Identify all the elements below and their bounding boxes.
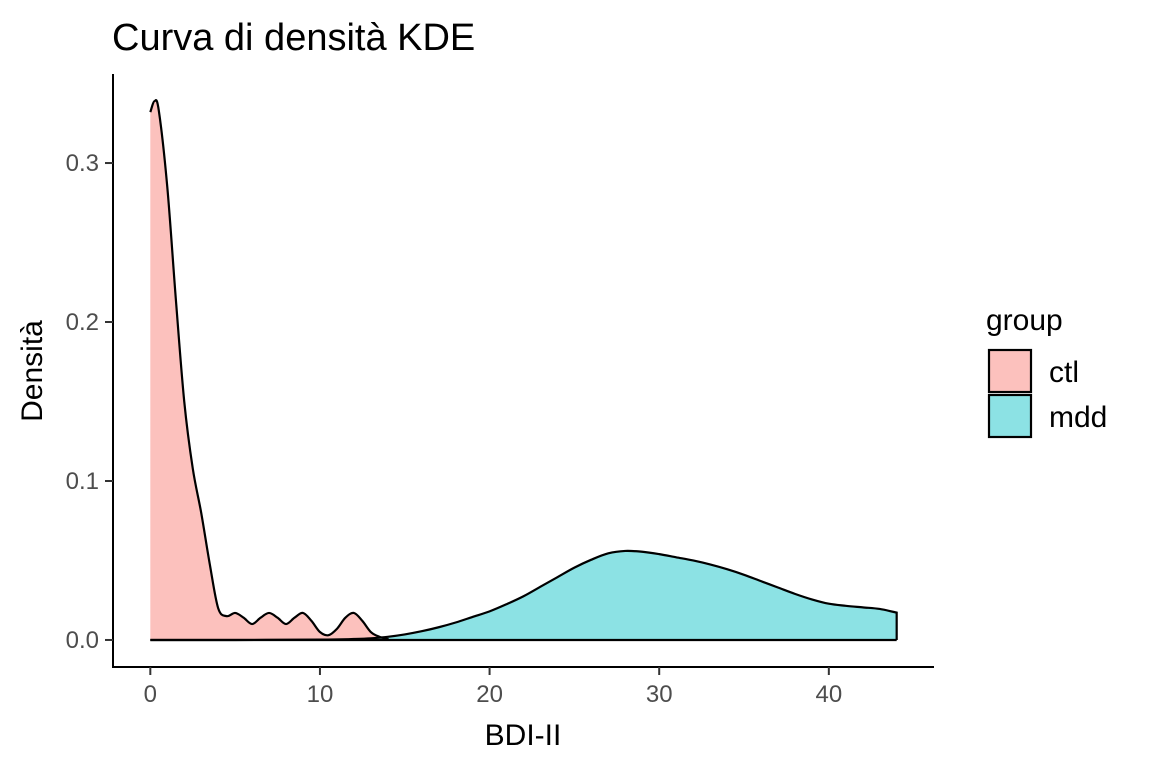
- x-tick-label: 0: [144, 681, 157, 708]
- y-tick-label: 0.1: [66, 468, 99, 495]
- density-line-ctl: [149, 99, 389, 641]
- legend-key-bg-ctl: [989, 350, 1031, 392]
- density-areas: [149, 99, 898, 642]
- y-tick-label: 0.0: [66, 627, 99, 654]
- y-axis-title: Densità: [16, 320, 49, 422]
- legend-items: ctl mdd: [987, 348, 1107, 439]
- x-tick-label: 40: [815, 681, 842, 708]
- x-tick-label: 10: [307, 681, 334, 708]
- x-tick-label: 30: [646, 681, 673, 708]
- y-axis-ticks: 0.0 0.1 0.2 0.3: [66, 150, 113, 654]
- legend-key-mdd: [987, 393, 1033, 439]
- legend-title: group: [986, 304, 1063, 337]
- legend-label-mdd: mdd: [1049, 401, 1107, 434]
- x-axis-ticks: 0 10 20 30 40: [144, 667, 842, 708]
- legend: group ctl mdd: [986, 304, 1107, 439]
- x-tick-label: 20: [476, 681, 503, 708]
- chart-title: Curva di densità KDE: [112, 17, 475, 59]
- legend-key-ctl: [987, 348, 1033, 394]
- legend-label-ctl: ctl: [1049, 356, 1079, 389]
- x-axis-title: BDI-II: [485, 719, 562, 752]
- density-line-mdd: [150, 549, 898, 642]
- y-tick-label: 0.3: [66, 150, 99, 177]
- density-area-mdd: [150, 550, 897, 640]
- y-tick-label: 0.2: [66, 309, 99, 336]
- density-area-ctl: [150, 100, 388, 640]
- legend-key-bg-mdd: [989, 395, 1031, 437]
